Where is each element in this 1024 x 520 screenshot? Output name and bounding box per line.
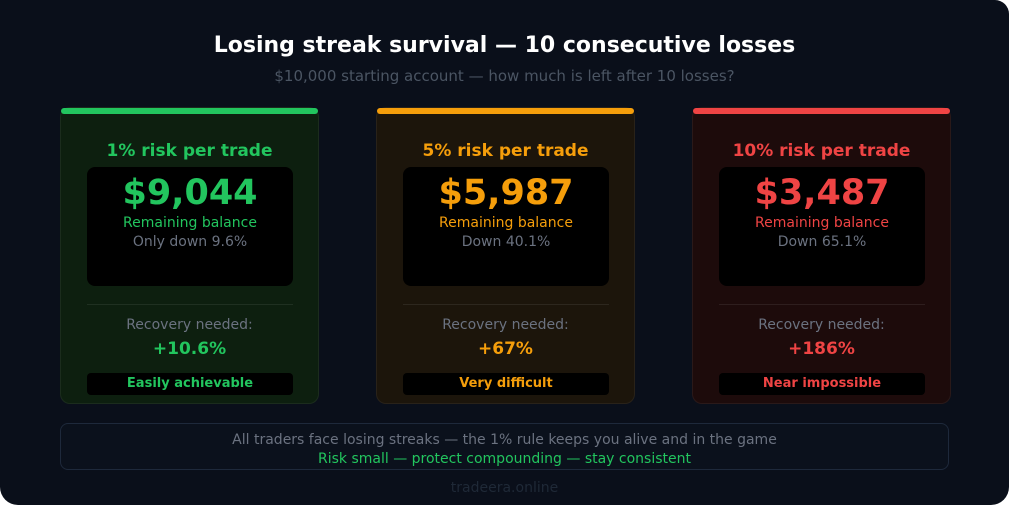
- recovery-label: Recovery needed:: [442, 317, 569, 333]
- recovery-value: +10.6%: [152, 339, 227, 359]
- risk-card: 10% risk per trade $3,487 Remaining bala…: [692, 107, 951, 404]
- difficulty-badge: Easily achievable: [87, 373, 293, 395]
- divider: [403, 304, 609, 305]
- divider: [719, 304, 925, 305]
- accent-bar: [61, 108, 318, 114]
- page-subtitle: $10,000 starting account — how much is l…: [274, 67, 735, 85]
- accent-bar: [693, 108, 950, 114]
- balance-box: $3,487 Remaining balance Down 65.1%: [719, 167, 925, 286]
- page-title: Losing streak survival — 10 consecutive …: [213, 33, 796, 58]
- divider: [87, 304, 293, 305]
- balance-label: Remaining balance: [439, 215, 573, 231]
- balance-box: $9,044 Remaining balance Only down 9.6%: [87, 167, 293, 286]
- balance-box: $5,987 Remaining balance Down 40.1%: [403, 167, 609, 286]
- remaining-amount: $9,044: [122, 173, 258, 213]
- accent-bar: [377, 108, 634, 114]
- balance-label: Remaining balance: [755, 215, 889, 231]
- footer-line-1: All traders face losing streaks — the 1%…: [232, 432, 777, 448]
- card-title: 5% risk per trade: [422, 141, 589, 161]
- recovery-label: Recovery needed:: [758, 317, 885, 333]
- balance-label: Remaining balance: [123, 215, 257, 231]
- infographic: Losing streak survival — 10 consecutive …: [0, 0, 1009, 505]
- drawdown-text: Only down 9.6%: [132, 234, 248, 250]
- card-title: 1% risk per trade: [106, 141, 273, 161]
- risk-card: 1% risk per trade $9,044 Remaining balan…: [60, 107, 319, 404]
- remaining-amount: $3,487: [754, 173, 890, 213]
- drawdown-text: Down 40.1%: [461, 234, 551, 250]
- card-title: 10% risk per trade: [732, 141, 911, 161]
- recovery-value: +186%: [788, 339, 855, 359]
- footer-line-2: Risk small — protect compounding — stay …: [317, 451, 691, 467]
- difficulty-badge: Very difficult: [403, 373, 609, 395]
- remaining-amount: $5,987: [438, 173, 574, 213]
- footer-note: All traders face losing streaks — the 1%…: [60, 423, 949, 470]
- risk-card: 5% risk per trade $5,987 Remaining balan…: [376, 107, 635, 404]
- drawdown-text: Down 65.1%: [777, 234, 867, 250]
- brand-watermark: tradeera.online: [450, 480, 559, 496]
- recovery-label: Recovery needed:: [126, 317, 253, 333]
- recovery-value: +67%: [478, 339, 533, 359]
- difficulty-badge: Near impossible: [719, 373, 925, 395]
